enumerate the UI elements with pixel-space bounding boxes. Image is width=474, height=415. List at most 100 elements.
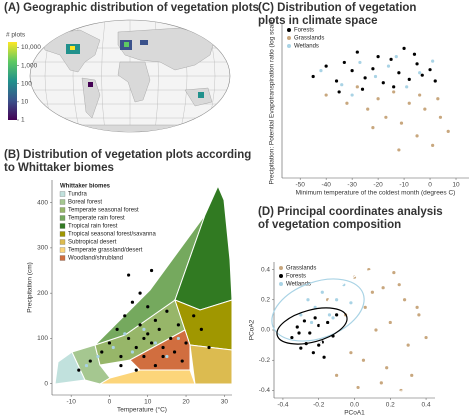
data-point (130, 350, 135, 354)
legend-swatch (59, 255, 66, 261)
legend-swatch (59, 199, 66, 205)
data-point (111, 345, 115, 350)
data-point (335, 298, 339, 302)
x-tick-label: 30 (221, 399, 229, 406)
data-point (119, 363, 123, 368)
legend-label: Wetlands (294, 44, 319, 50)
data-point (308, 331, 312, 335)
data-point (423, 107, 427, 111)
panel-title: (A) Geographic distribution of vegetatio… (4, 2, 259, 14)
data-point (302, 319, 307, 323)
data-point (415, 134, 419, 138)
data-point (397, 148, 401, 152)
data-point (107, 341, 112, 345)
data-point (350, 69, 354, 73)
data-point (366, 107, 370, 111)
x-axis-label: PCoA1 (344, 410, 365, 415)
data-point (299, 346, 303, 350)
data-point (146, 305, 150, 309)
data-point (342, 60, 346, 65)
data-point (311, 74, 315, 79)
legend-marker (279, 282, 283, 286)
panel-title: (B) Distribution of vegetation plots acc… (4, 149, 251, 161)
data-point (370, 290, 374, 294)
data-point (142, 354, 146, 359)
data-point (207, 345, 211, 350)
data-point (424, 335, 428, 340)
data-point (134, 345, 138, 350)
legend-marker (279, 266, 283, 270)
legend-marker (287, 28, 291, 32)
x-tick-label: 20 (182, 399, 190, 406)
data-point (406, 343, 410, 347)
legend-marker (287, 44, 291, 48)
x-axis-label: Minimum temperature of the coldest month… (296, 190, 456, 197)
data-point (405, 85, 409, 89)
legend-swatch (59, 215, 66, 221)
legend-label: Subtropical desert (68, 240, 117, 246)
y-tick-label: 0.2 (261, 296, 270, 303)
data-point (161, 354, 165, 359)
data-point (319, 69, 323, 73)
data-point (371, 67, 375, 71)
panel-title: (D) Principal coordinates analysis (258, 206, 443, 218)
data-point (322, 355, 326, 359)
data-point (402, 298, 407, 302)
data-point (149, 268, 154, 273)
data-point (326, 320, 330, 325)
legend-label: Tropical seasonal forest/savanna (68, 232, 156, 238)
data-point (349, 351, 353, 355)
y-tick-label: 0.0 (261, 327, 270, 334)
x-tick-label: 10 (144, 399, 152, 406)
data-point (327, 313, 332, 317)
legend-label: Tundra (68, 192, 87, 198)
data-point (176, 323, 180, 327)
x-tick-label: 0.0 (350, 402, 359, 409)
x-axis-label: Temperature (°C) (117, 406, 167, 414)
data-point (311, 351, 315, 355)
data-point (324, 64, 328, 68)
data-point (392, 85, 396, 89)
x-tick-label: -40 (321, 182, 331, 189)
data-point (420, 73, 424, 77)
data-point (299, 313, 303, 317)
colorbar-tick-label: 1,000 (21, 62, 38, 69)
biome-areas (54, 184, 233, 385)
data-point (415, 62, 419, 66)
data-point (130, 300, 135, 304)
data-point (297, 331, 301, 335)
y-axis-label: PCoA2 (249, 319, 256, 340)
legend-swatch (59, 207, 66, 213)
data-point (407, 77, 411, 81)
data-point (199, 327, 203, 331)
y-tick-label: 0.4 (261, 266, 270, 273)
x-tick-label: 0 (428, 182, 432, 189)
data-point (418, 93, 422, 97)
data-point (373, 74, 378, 79)
data-point (96, 354, 100, 359)
data-point (399, 121, 404, 125)
data-point (392, 90, 396, 94)
data-point (115, 327, 119, 331)
panel-title: to Whittaker biomes (4, 162, 114, 174)
data-point (320, 290, 324, 294)
data-point (376, 55, 380, 59)
data-point (446, 129, 450, 133)
legend-swatch (59, 223, 66, 229)
legend-label: Temperate rain forest (68, 216, 125, 222)
data-point (317, 343, 321, 347)
plot-density (66, 40, 204, 98)
data-point (335, 313, 339, 317)
x-tick-label: -0.2 (313, 402, 325, 409)
data-point (371, 126, 375, 130)
data-point (184, 341, 188, 345)
data-point (431, 143, 435, 147)
legend-label: Woodland/shrubland (68, 256, 123, 262)
data-point (397, 283, 401, 287)
data-point (165, 309, 169, 313)
y-tick-label: 300 (37, 245, 48, 252)
y-axis-label: Precipitation: Potential Evapotranspirat… (269, 18, 276, 185)
data-point (169, 336, 173, 341)
legend-label: Boreal forest (68, 200, 102, 206)
x-tick-label: 10 (452, 182, 460, 189)
